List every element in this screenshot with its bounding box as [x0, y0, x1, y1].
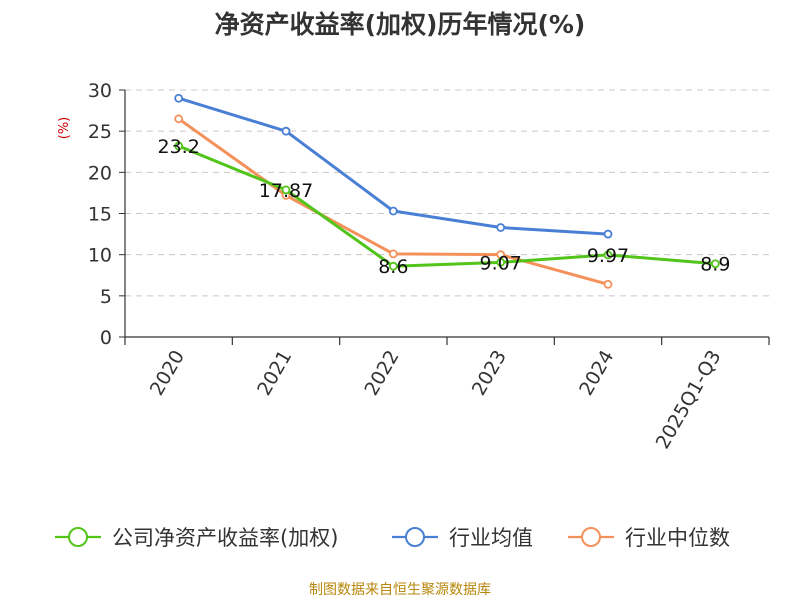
data-point: [388, 206, 398, 216]
data-point: [603, 250, 613, 260]
y-tick-label: 30: [88, 80, 112, 102]
y-tick-label: 15: [88, 204, 112, 226]
data-label: 23.2: [158, 136, 200, 158]
series-line-0: [178, 144, 716, 268]
data-point: [388, 261, 398, 271]
data-label: 8.6: [378, 256, 408, 278]
data-label: 17.87: [259, 180, 313, 202]
data-point: [174, 93, 184, 103]
y-tick-label: 5: [100, 286, 112, 308]
legend-marker-0: [68, 527, 88, 547]
data-point: [496, 257, 506, 267]
data-point: [174, 141, 184, 151]
series-layer: [174, 93, 720, 289]
data-label: 9.97: [587, 245, 629, 267]
data-point: [281, 185, 291, 195]
legend-marker-1: [405, 527, 425, 547]
x-tick-label: 2024: [575, 347, 618, 400]
legend-marker-2: [581, 527, 601, 547]
legend-label: 行业均值: [449, 526, 533, 550]
data-label: 8.9: [700, 254, 730, 276]
data-label: 9.07: [480, 252, 522, 274]
data-point: [710, 259, 720, 269]
data-point: [281, 126, 291, 136]
x-tick-label: 2022: [360, 347, 403, 400]
legend-label: 行业中位数: [625, 526, 730, 550]
chart-title: 净资产收益率(加权)历年情况(%): [215, 10, 586, 39]
x-tick-label: 2025Q1-Q3: [652, 347, 726, 453]
legend-label: 公司净资产收益率(加权): [112, 526, 338, 550]
data-point: [603, 279, 613, 289]
data-point: [174, 114, 184, 124]
y-axis-label: (%): [57, 117, 72, 140]
data-point: [603, 229, 613, 239]
y-tick-label: 10: [88, 245, 112, 267]
x-tick-label: 2021: [253, 347, 296, 400]
x-tick-label: 2020: [146, 347, 189, 400]
label-layer: 23.2 17.87 8.6 9.07 9.97 8.9: [158, 136, 731, 278]
y-tick-label: 0: [100, 327, 112, 349]
source-note: 制图数据来自恒生聚源数据库: [309, 582, 491, 598]
x-tick-label: 2023: [468, 346, 511, 399]
y-tick-label: 25: [88, 121, 112, 143]
legend: 公司净资产收益率(加权) 行业均值 行业中位数: [55, 526, 730, 550]
data-point: [496, 223, 506, 232]
data-point: [388, 249, 398, 259]
y-tick-label: 20: [88, 162, 112, 184]
